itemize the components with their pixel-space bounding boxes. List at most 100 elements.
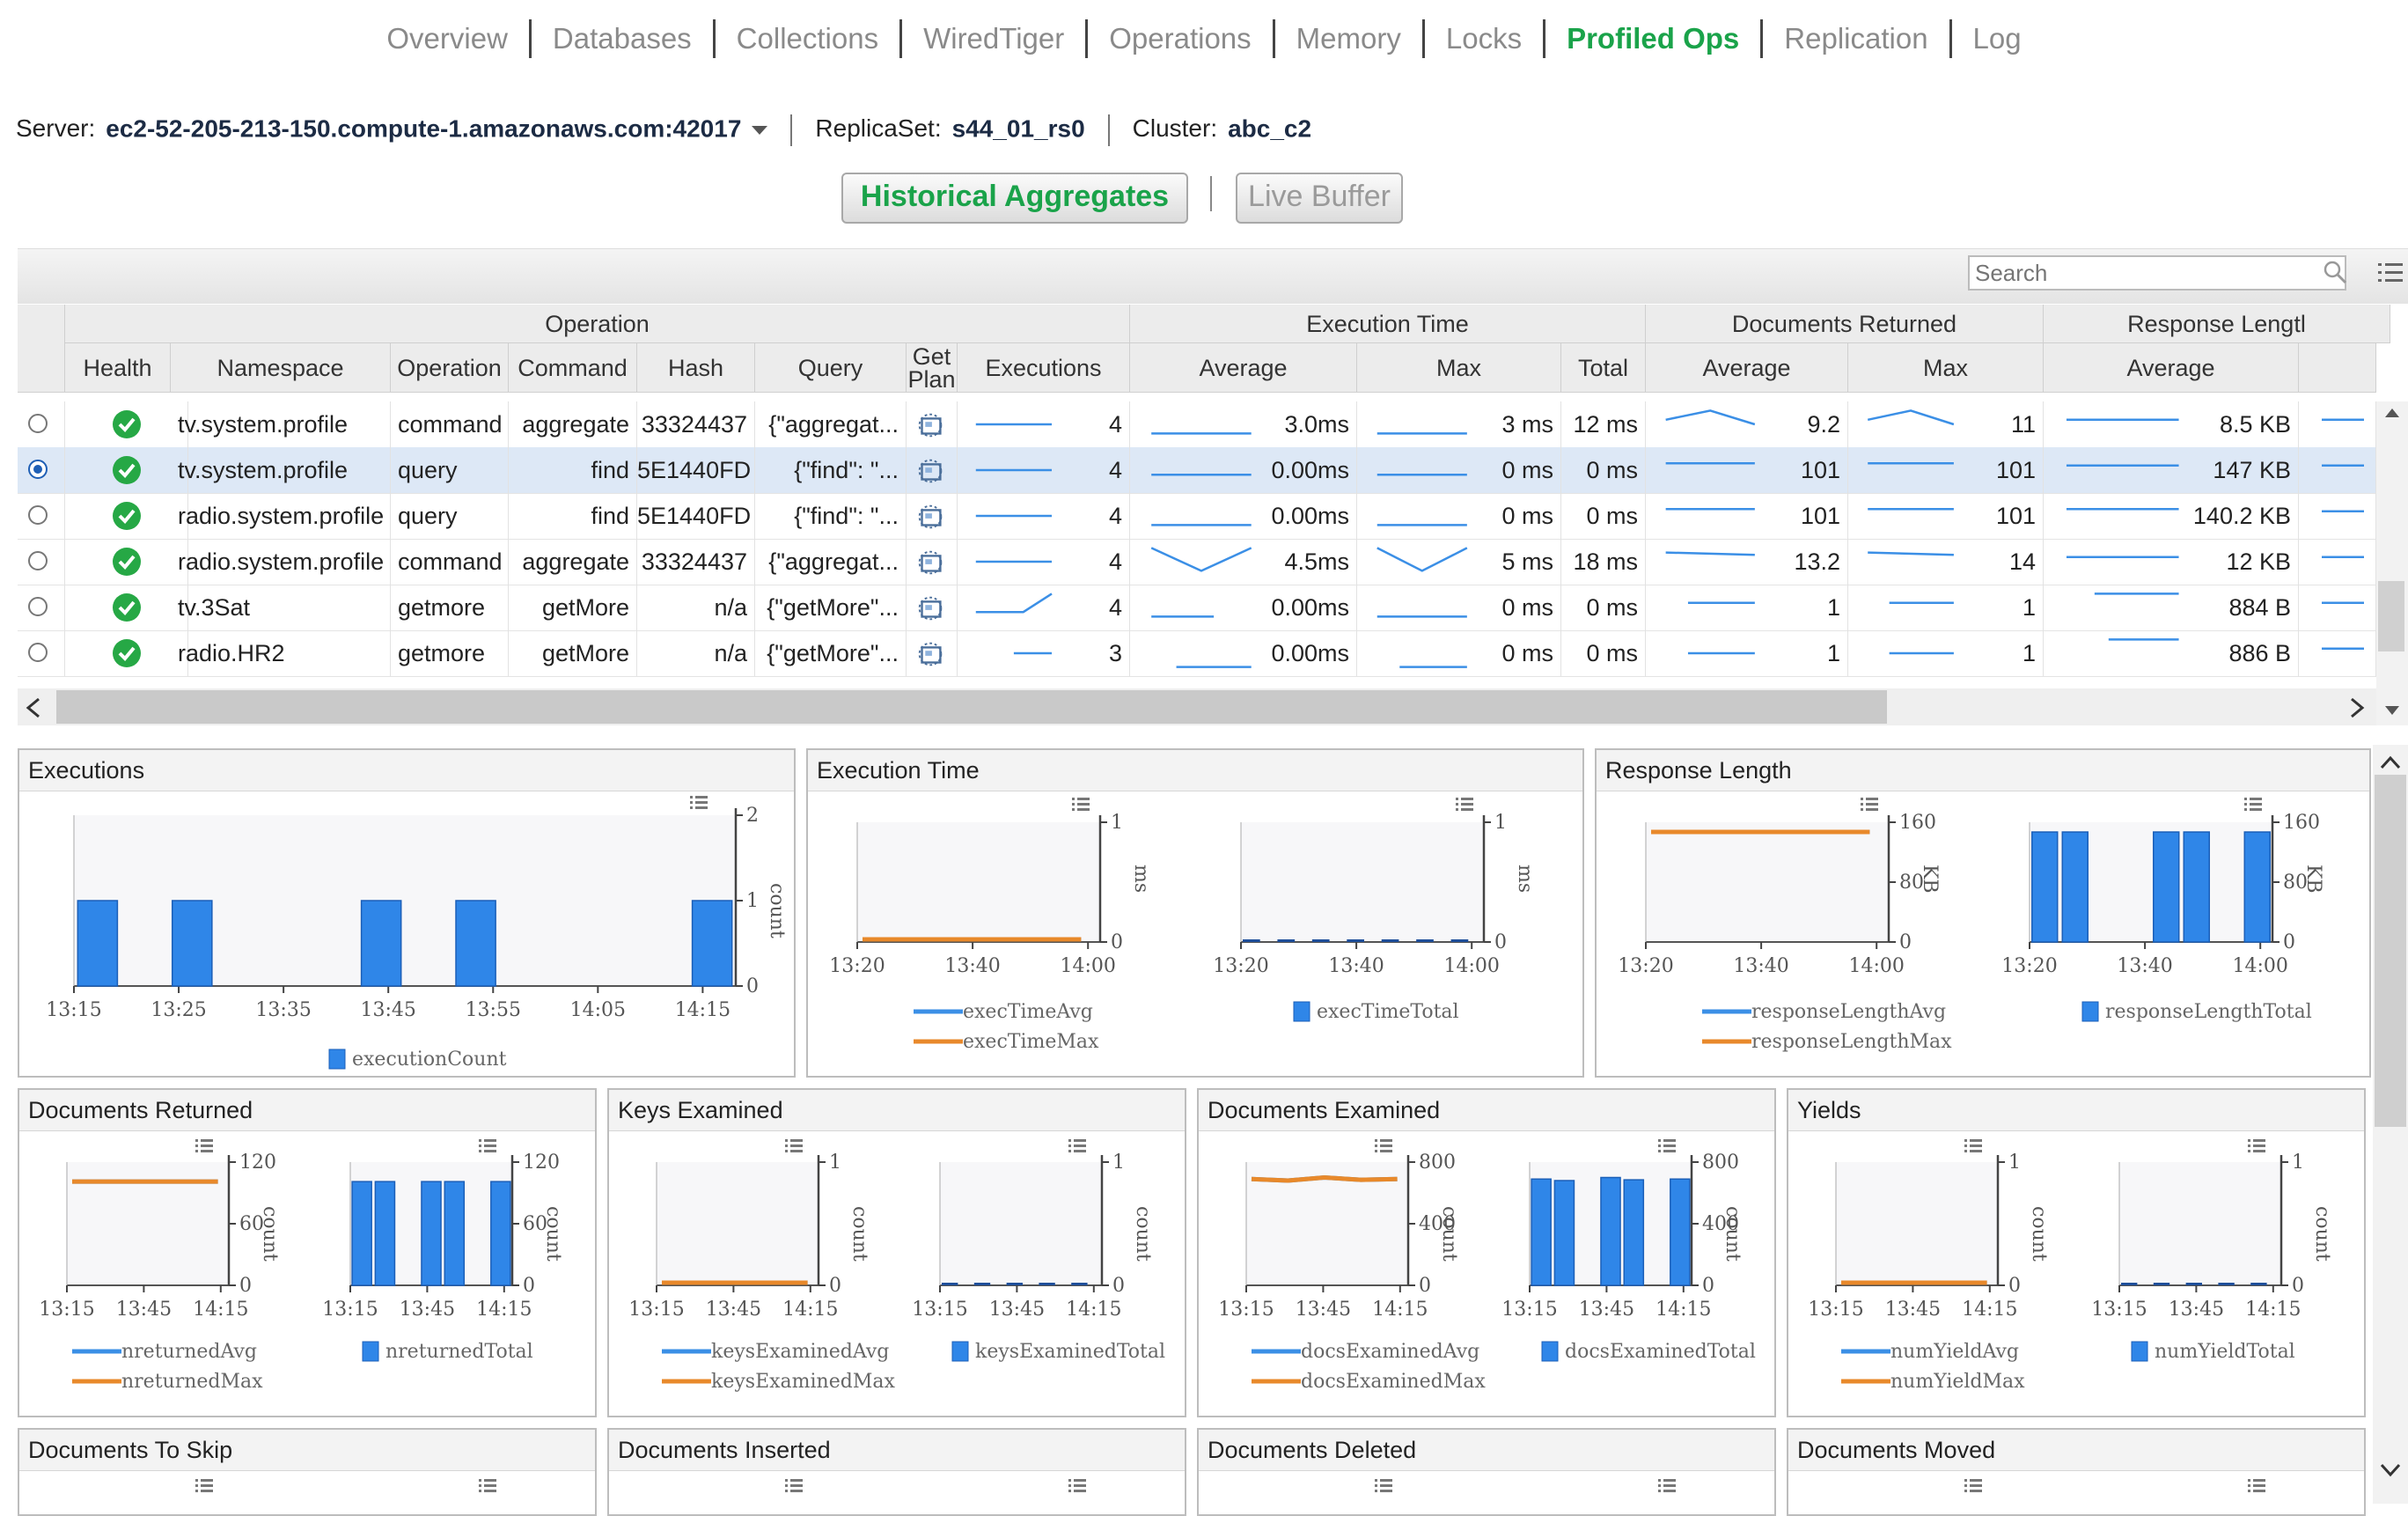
chart-menu-icon[interactable] [195,1479,213,1492]
chart-menu-icon[interactable] [479,1139,496,1152]
bar[interactable] [2153,1283,2170,1285]
row-select-cell[interactable] [18,493,65,539]
row-radio[interactable] [28,414,48,433]
page-vertical-scroll-thumb[interactable] [2375,775,2406,1127]
row-select-cell[interactable] [18,539,65,585]
tab-collections[interactable]: Collections [716,19,903,58]
chart-menu-icon[interactable] [2244,798,2262,811]
grid-column-header[interactable]: Average [2044,343,2299,393]
grid-column-header[interactable]: Query [755,343,907,393]
bar[interactable] [1450,939,1469,942]
tab-overview[interactable]: Overview [365,19,532,58]
bar[interactable] [455,900,496,987]
table-row[interactable]: tv.system.profile query find 5E1440FD {"find… [18,447,2390,494]
bar[interactable] [2061,831,2089,943]
chart-menu-icon[interactable] [1068,1479,1086,1492]
row-select-cell[interactable] [18,585,65,630]
get-plan-cell[interactable] [907,493,958,539]
get-plan-cell[interactable] [907,447,958,493]
grid-vertical-scroll-thumb[interactable] [2378,581,2404,651]
row-radio[interactable] [28,505,48,525]
server-select[interactable]: ec2-52-205-213-150.compute-1.amazonaws.c… [106,114,742,143]
bar[interactable] [1039,1283,1055,1285]
bar[interactable] [2031,831,2059,943]
bar[interactable] [2185,1283,2202,1285]
arrow-up-icon[interactable] [2383,407,2401,419]
plan-icon[interactable] [914,408,947,442]
bar[interactable] [1347,939,1364,942]
legend-label[interactable]: keysExaminedAvg [711,1341,889,1363]
bar[interactable] [360,900,402,987]
tab-locks[interactable]: Locks [1425,19,1546,58]
legend-label[interactable]: docsExaminedAvg [1301,1341,1479,1363]
grid-column-header[interactable]: Command [509,343,637,393]
column-menu-icon[interactable] [2378,261,2404,285]
tab-replication[interactable]: Replication [1763,19,1952,58]
bar[interactable] [1006,1283,1023,1285]
bar[interactable] [2183,831,2210,943]
horizontal-scroll-thumb[interactable] [56,690,1887,724]
grid-column-header[interactable]: Executions [958,343,1130,393]
search-icon[interactable] [2322,259,2348,285]
legend-label[interactable]: responseLengthTotal [2105,1001,2312,1023]
legend-label[interactable]: numYieldMax [1890,1371,2025,1393]
grid-column-header[interactable]: Namespace [171,343,391,393]
row-radio[interactable] [28,643,48,662]
tab-profiled-ops[interactable]: Profiled Ops [1545,19,1764,58]
grid-column-header[interactable]: Average [1130,343,1357,393]
legend-label[interactable]: keysExaminedMax [711,1371,895,1393]
plan-icon[interactable] [914,637,947,671]
tab-memory[interactable]: Memory [1275,19,1425,58]
bar[interactable] [1553,1180,1575,1286]
bar[interactable] [351,1181,372,1286]
get-plan-cell[interactable] [907,585,958,630]
legend-label[interactable]: execTimeAvg [963,1001,1093,1023]
get-plan-cell[interactable] [907,401,958,447]
grid-column-header[interactable]: Max [1357,343,1561,393]
row-radio[interactable] [28,597,48,616]
search-input[interactable] [1968,255,2346,291]
chart-menu-icon[interactable] [479,1479,496,1492]
table-row[interactable]: radio.HR2 getmore getMore n/a {"getMore"... 3… [18,630,2390,677]
chart-menu-icon[interactable] [1072,798,1090,811]
legend-label[interactable]: numYieldAvg [1890,1341,2019,1363]
chart-menu-icon[interactable] [785,1479,803,1492]
legend-label[interactable]: nreturnedAvg [121,1341,257,1363]
table-row[interactable]: radio.system.profile command aggregate 3332… [18,539,2390,585]
chart-menu-icon[interactable] [1658,1139,1676,1152]
grid-vertical-scrollbar[interactable] [2376,401,2408,725]
grid-column-header[interactable]: Hash [637,343,755,393]
arrow-down-icon[interactable] [2383,704,2401,717]
bar[interactable] [2250,1283,2267,1285]
bar[interactable] [2121,1283,2138,1285]
series-line[interactable] [1251,1174,1398,1183]
chevron-down-icon[interactable] [2378,1461,2403,1479]
grid-column-header[interactable]: Total [1561,343,1646,393]
bar[interactable] [1277,939,1296,942]
table-row[interactable]: tv.system.profile command aggregate 3332443… [18,401,2390,448]
tab-databases[interactable]: Databases [532,19,716,58]
bar[interactable] [973,1283,991,1285]
chart-menu-icon[interactable] [195,1139,213,1152]
legend-label[interactable]: executionCount [352,1049,507,1071]
chevron-right-icon[interactable] [2346,695,2368,720]
bar[interactable] [1311,939,1330,942]
bar[interactable] [2153,831,2180,943]
tab-wiredtiger[interactable]: WiredTiger [902,19,1089,58]
grid-column-header[interactable]: Operation [391,343,509,393]
bar[interactable] [1243,939,1260,942]
bar[interactable] [490,1181,511,1286]
grid-column-header[interactable]: Health [65,343,171,393]
legend-label[interactable]: numYieldTotal [2155,1341,2295,1363]
chart-menu-icon[interactable] [1658,1479,1676,1492]
legend-label[interactable]: nreturnedTotal [385,1341,533,1363]
chart-menu-icon[interactable] [1964,1139,1982,1152]
chevron-down-icon[interactable] [752,126,768,135]
chart-menu-icon[interactable] [785,1139,803,1152]
tab-log[interactable]: Log [1972,22,2022,55]
live-buffer-button[interactable]: Live Buffer [1236,173,1403,224]
row-select-cell[interactable] [18,630,65,676]
legend-label[interactable]: responseLengthAvg [1751,1001,1946,1023]
row-radio[interactable] [28,551,48,570]
bar[interactable] [1623,1179,1645,1286]
